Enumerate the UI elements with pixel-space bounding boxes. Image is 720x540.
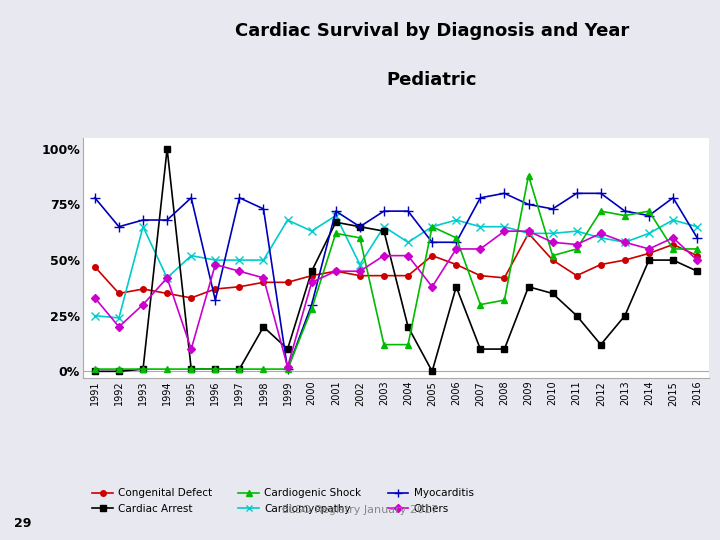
Text: ELSO Registry January 2017: ELSO Registry January 2017 bbox=[282, 505, 438, 515]
Legend: Congenital Defect, Cardiac Arrest, Cardiogenic Shock, Cardiomyopathy, Myocarditi: Congenital Defect, Cardiac Arrest, Cardi… bbox=[88, 484, 478, 518]
Text: Pediatric: Pediatric bbox=[387, 71, 477, 89]
Text: 29: 29 bbox=[14, 517, 32, 530]
Text: Cardiac Survival by Diagnosis and Year: Cardiac Survival by Diagnosis and Year bbox=[235, 22, 629, 40]
